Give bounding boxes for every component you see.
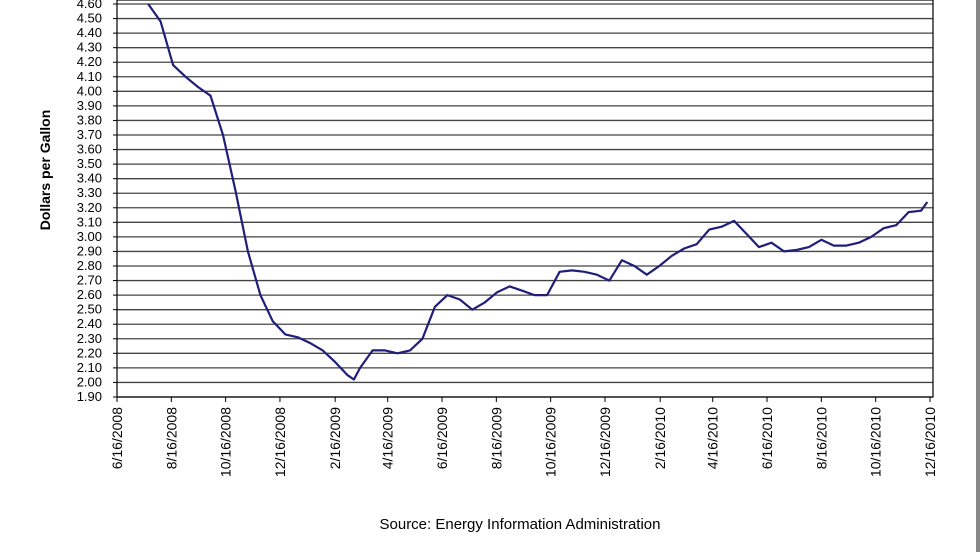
x-tick-label: 8/16/2009 [488, 407, 504, 469]
x-tick-label: 6/16/2008 [109, 407, 125, 469]
x-tick-label: 2/16/2010 [652, 407, 668, 469]
y-tick-label: 3.80 [77, 112, 102, 127]
x-tick-label: 4/16/2009 [380, 407, 396, 469]
x-tick-label: 10/16/2008 [218, 407, 234, 477]
x-tick-label: 8/16/2010 [813, 407, 829, 469]
y-tick-label: 4.10 [77, 69, 102, 84]
y-tick-label: 3.00 [77, 229, 102, 244]
x-tick-label: 12/16/2010 [922, 407, 938, 477]
x-tick-label: 8/16/2008 [163, 407, 179, 469]
y-tick-label: 2.40 [77, 316, 102, 331]
series-line [147, 3, 929, 381]
y-tick-label: 4.50 [77, 11, 102, 26]
x-tick-label: 2/16/2009 [327, 407, 343, 469]
x-tick-label: 4/16/2010 [705, 407, 721, 469]
x-tick-label: 6/16/2009 [434, 407, 450, 469]
y-tick-label: 4.60 [77, 0, 102, 11]
y-tick-label: 3.30 [77, 185, 102, 200]
plot-frame [116, 0, 934, 398]
y-tick-label: 3.90 [77, 98, 102, 113]
source-note: Source: Energy Information Administratio… [380, 516, 661, 533]
y-tick-label: 3.70 [77, 127, 102, 142]
y-tick-label: 2.60 [77, 287, 102, 302]
x-tick-label: 12/16/2008 [272, 407, 288, 477]
x-tick-label: 12/16/2009 [597, 407, 613, 477]
y-tick-label: 2.90 [77, 243, 102, 258]
y-tick-label: 2.00 [77, 374, 102, 389]
y-tick-label: 3.60 [77, 142, 102, 157]
y-tick-label: 4.00 [77, 83, 102, 98]
y-tick-label: 3.50 [77, 156, 102, 171]
x-tick-label: 10/16/2010 [868, 407, 884, 477]
x-tick-label: 10/16/2009 [543, 407, 559, 477]
y-tick-label: 2.20 [77, 345, 102, 360]
y-tick-label: 3.20 [77, 200, 102, 215]
y-tick-label: 2.70 [77, 273, 102, 288]
y-tick-label: 2.10 [77, 360, 102, 375]
page-edge [976, 0, 980, 552]
y-tick-label: 4.40 [77, 25, 102, 40]
y-tick-label: 2.80 [77, 258, 102, 273]
y-tick-label: 3.10 [77, 214, 102, 229]
y-tick-label: 1.90 [77, 389, 102, 404]
y-tick-label: 4.20 [77, 54, 102, 69]
y-tick-label: 2.30 [77, 331, 102, 346]
y-tick-label: 3.40 [77, 171, 102, 186]
y-axis-label: Dollars per Gallon [37, 110, 53, 231]
y-tick-label: 2.50 [77, 302, 102, 317]
x-tick-label: 6/16/2010 [759, 407, 775, 469]
y-tick-label: 4.30 [77, 40, 102, 55]
